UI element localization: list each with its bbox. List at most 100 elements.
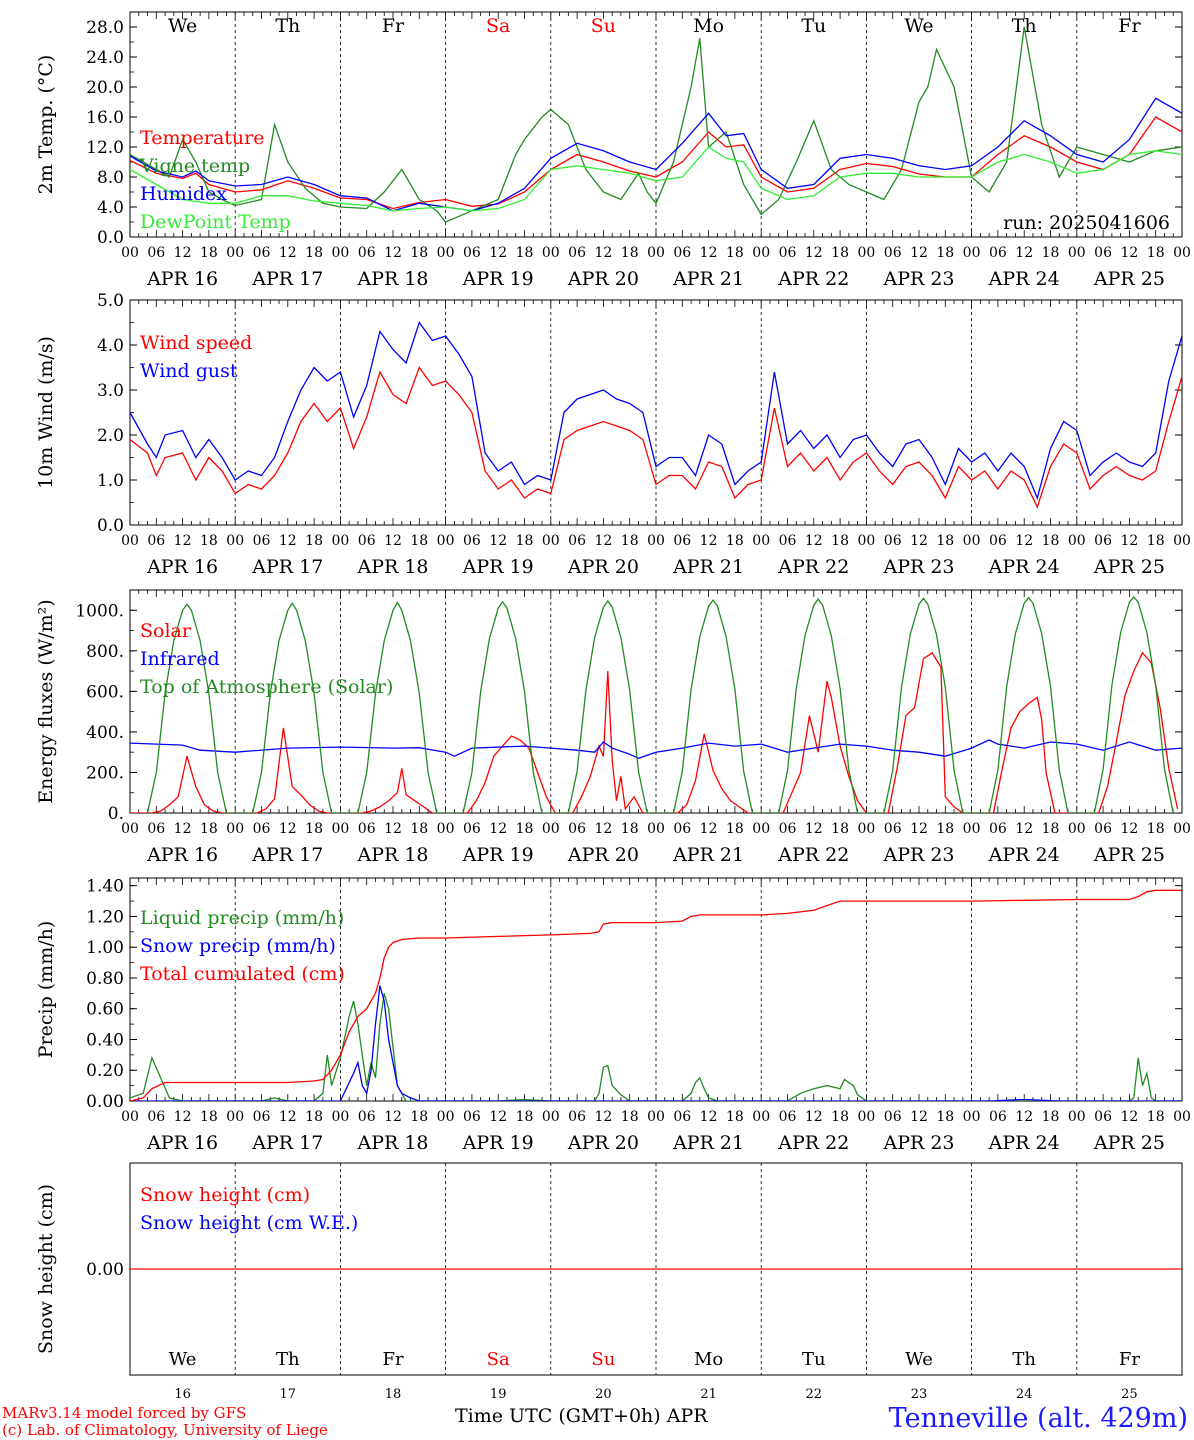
hour-tick-label: 12 — [489, 1109, 507, 1125]
hour-tick-label: 12 — [910, 821, 928, 837]
hour-tick-label: 12 — [805, 1109, 823, 1125]
series-line-wind-gust — [130, 321, 1182, 501]
hour-tick-label: 06 — [884, 245, 902, 261]
y-tick-label: 5.0 — [97, 291, 124, 311]
y-tick-label: 4.0 — [97, 198, 124, 218]
date-label: APR 23 — [882, 268, 954, 290]
hour-tick-label: 12 — [805, 245, 823, 261]
y-tick-label: 0.0 — [97, 228, 124, 248]
hour-tick-label: 06 — [779, 245, 797, 261]
weekday-label: Mo — [693, 15, 724, 37]
day-number-label: 17 — [280, 1387, 297, 1402]
series-line-liquid-precip-mm-h- — [130, 993, 1182, 1101]
hour-tick-label: 00 — [226, 245, 244, 261]
panel-2: 0. 200. 400. 600. 800. 1000. Energy fluxes (W/… — [35, 589, 1191, 866]
hour-tick-label: 12 — [1120, 245, 1138, 261]
date-label: APR 21 — [672, 556, 744, 578]
hour-tick-label: 12 — [489, 533, 507, 549]
legend-entry: Humidex — [140, 183, 227, 205]
series-line-total-cumulated-cm- — [130, 889, 1182, 1101]
hour-tick-label: 00 — [226, 821, 244, 837]
hour-tick-label: 06 — [989, 533, 1007, 549]
weekday-label: Sa — [487, 1349, 510, 1370]
hour-tick-label: 18 — [410, 821, 428, 837]
weekday-label: Tu — [801, 15, 826, 37]
date-label: APR 19 — [462, 556, 534, 578]
hour-tick-label: 18 — [410, 245, 428, 261]
hour-tick-label: 06 — [463, 821, 481, 837]
date-label: APR 20 — [567, 556, 639, 578]
date-label: APR 17 — [251, 556, 323, 578]
hour-tick-label: 18 — [726, 533, 744, 549]
hour-tick-label: 12 — [1015, 1109, 1033, 1125]
hour-tick-label: 18 — [516, 245, 534, 261]
series-line-infrared — [130, 739, 1182, 760]
hour-tick-label: 12 — [1120, 533, 1138, 549]
y-tick-label: 28.0 — [86, 18, 124, 38]
hour-tick-label: 06 — [884, 821, 902, 837]
hour-tick-label: 06 — [884, 533, 902, 549]
legend-entry: Solar — [140, 620, 192, 642]
y-tick-label: 0.00 — [86, 1092, 124, 1112]
date-label: APR 21 — [672, 268, 744, 290]
hour-tick-label: 12 — [910, 1109, 928, 1125]
hour-tick-label: 12 — [489, 821, 507, 837]
weekday-label: Th — [276, 1349, 300, 1370]
hour-tick-label: 06 — [358, 245, 376, 261]
y-tick-label: 20.0 — [86, 78, 124, 98]
hour-tick-label: 12 — [384, 245, 402, 261]
date-label: APR 22 — [777, 268, 849, 290]
date-label: APR 20 — [567, 268, 639, 290]
weekday-label: Fr — [1119, 1349, 1140, 1370]
hour-tick-label: 00 — [542, 821, 560, 837]
date-label: APR 25 — [1093, 556, 1165, 578]
y-tick-label: 400. — [86, 723, 124, 743]
hour-tick-label: 18 — [726, 1109, 744, 1125]
hour-tick-label: 06 — [779, 821, 797, 837]
y-tick-label: 0.00 — [86, 1260, 124, 1280]
hour-tick-label: 12 — [489, 245, 507, 261]
date-label: APR 25 — [1093, 1132, 1165, 1154]
weekday-label: We — [169, 1349, 197, 1370]
hour-tick-label: 06 — [1094, 245, 1112, 261]
date-label: APR 23 — [882, 556, 954, 578]
hour-tick-label: 00 — [1068, 1109, 1086, 1125]
weekday-label: We — [905, 1349, 933, 1370]
hour-tick-label: 06 — [358, 821, 376, 837]
hour-tick-label: 06 — [253, 821, 271, 837]
hour-tick-label: 00 — [542, 1109, 560, 1125]
hour-tick-label: 06 — [673, 533, 691, 549]
date-label: APR 16 — [146, 844, 218, 866]
time-axis-title: Time UTC (GMT+0h) APR — [455, 1405, 708, 1427]
hour-tick-label: 12 — [279, 245, 297, 261]
weekday-label: Su — [591, 1349, 615, 1370]
hour-tick-label: 00 — [1068, 533, 1086, 549]
hour-tick-label: 00 — [121, 533, 139, 549]
y-tick-label: 0.40 — [86, 1030, 124, 1050]
hour-tick-label: 00 — [121, 821, 139, 837]
hour-tick-label: 12 — [174, 245, 192, 261]
hour-tick-label: 12 — [594, 821, 612, 837]
y-tick-label: 800. — [86, 642, 124, 662]
series-line-solar — [130, 651, 1179, 813]
hour-tick-label: 18 — [1042, 821, 1060, 837]
hour-tick-label: 18 — [305, 245, 323, 261]
day-number-label: 16 — [174, 1387, 191, 1402]
hour-tick-label: 06 — [568, 821, 586, 837]
hour-tick-label: 06 — [147, 1109, 165, 1125]
legend-entry: Top of Atmosphere (Solar) — [140, 676, 393, 698]
weekday-label: Fr — [382, 15, 405, 37]
hour-tick-label: 06 — [147, 533, 165, 549]
y-tick-label: 600. — [86, 682, 124, 702]
panel-4: 0.00 Snow height (cm) Snow height (cm) Snow… — [35, 1162, 1183, 1402]
hour-tick-label: 18 — [516, 1109, 534, 1125]
hour-tick-label: 06 — [147, 821, 165, 837]
weekday-label: Fr — [382, 1349, 403, 1370]
model-credit: MARv3.14 model forced by GFS — [2, 1404, 247, 1422]
hour-tick-label: 12 — [384, 821, 402, 837]
hour-tick-label: 12 — [910, 245, 928, 261]
weekday-label: We — [168, 15, 197, 37]
plot-frame — [129, 299, 1183, 526]
date-label: APR 24 — [988, 844, 1060, 866]
